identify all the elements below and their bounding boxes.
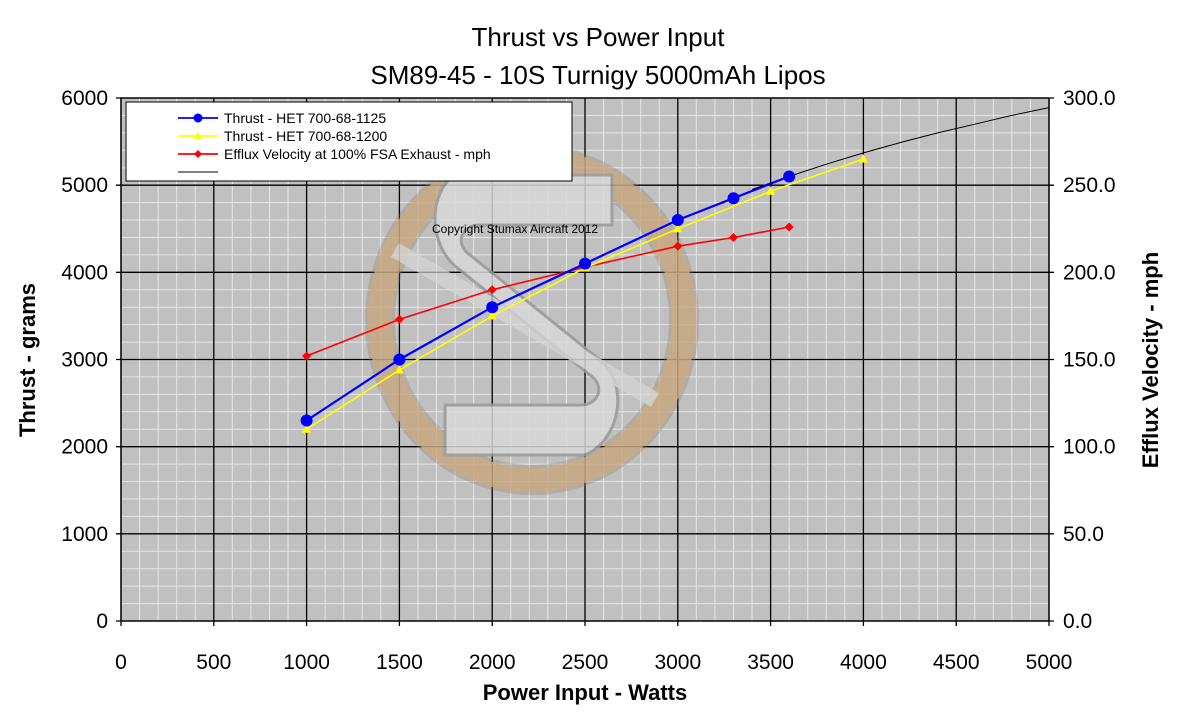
chart-title: Thrust vs Power Input bbox=[472, 22, 726, 52]
series-1-point bbox=[783, 170, 796, 183]
legend: Thrust - HET 700-68-1125 Thrust - HET 700… bbox=[125, 101, 573, 182]
y2-axis-title: Efflux Velocity - mph bbox=[1138, 252, 1163, 468]
x-tick-label: 3000 bbox=[654, 651, 701, 674]
x-tick-label: 1500 bbox=[376, 651, 423, 674]
series-1-point bbox=[579, 257, 591, 270]
x-tick-label: 500 bbox=[196, 651, 231, 674]
chart-subtitle: SM89-45 - 10S Turnigy 5000mAh Lipos bbox=[370, 60, 825, 90]
axis-tick-labels: 0 500 1000 1500 2000 2500 3000 3500 4000 4500 5000… bbox=[61, 87, 1115, 674]
legend-label: Thrust - HET 700-68-1125 bbox=[224, 110, 386, 126]
y-tick-label: 0 bbox=[96, 610, 108, 633]
x-tick-label: 4500 bbox=[933, 651, 980, 674]
series-1-point bbox=[727, 192, 740, 205]
y-tick-label: 6000 bbox=[61, 87, 108, 110]
x-tick-label: 1000 bbox=[283, 651, 330, 674]
series-1-point bbox=[393, 353, 406, 366]
x-tick-label: 0 bbox=[115, 651, 127, 674]
y-tick-label: 5000 bbox=[61, 174, 108, 197]
series-2-point bbox=[487, 310, 497, 320]
series-2-point bbox=[302, 424, 312, 433]
x-tick-label: 5000 bbox=[1026, 651, 1073, 674]
x-tick-label: 3500 bbox=[747, 651, 794, 674]
watermark-bar bbox=[391, 243, 659, 407]
y-tick-label: 2000 bbox=[61, 436, 108, 459]
plot-border bbox=[120, 97, 1050, 622]
legend-label: Thrust - HET 700-68-1200 bbox=[224, 128, 387, 144]
y-tick-label: 4000 bbox=[61, 261, 108, 284]
y2-tick-label: 250.0 bbox=[1063, 174, 1116, 197]
y2-tick-label: 200.0 bbox=[1063, 261, 1116, 284]
legend-marker bbox=[194, 150, 202, 158]
y-tick-label: 1000 bbox=[61, 523, 108, 546]
series-3-point bbox=[784, 222, 794, 232]
legend-marker bbox=[194, 131, 202, 139]
legend-label: Efflux Velocity at 100% FSA Exhaust - mp… bbox=[224, 146, 491, 162]
series-2-point bbox=[394, 364, 404, 374]
series-3-point bbox=[302, 351, 312, 361]
series-3-point bbox=[487, 285, 497, 295]
watermark-s-shape bbox=[433, 173, 620, 457]
x-tick-label: 2000 bbox=[469, 651, 516, 674]
y2-tick-label: 150.0 bbox=[1063, 349, 1116, 372]
copyright-annotation: Copyright Stumax Aircraft 2012 bbox=[432, 222, 598, 236]
series-layer bbox=[300, 107, 1050, 433]
x-tick-label: 4000 bbox=[840, 651, 887, 674]
series-1-point bbox=[671, 214, 684, 227]
y-axis-title: Thrust - grams bbox=[15, 283, 40, 437]
legend-marker bbox=[193, 113, 203, 123]
y-tick-label: 3000 bbox=[61, 349, 108, 372]
y2-tick-label: 0.0 bbox=[1063, 610, 1092, 633]
series-3-point bbox=[728, 232, 738, 242]
series-2-point bbox=[673, 223, 683, 233]
series-3-point bbox=[394, 314, 404, 324]
x-axis-title: Power Input - Watts bbox=[483, 680, 688, 705]
y2-tick-label: 300.0 bbox=[1063, 87, 1116, 110]
y2-tick-label: 100.0 bbox=[1063, 436, 1116, 459]
x-tick-label: 2500 bbox=[562, 651, 609, 674]
y2-tick-label: 50.0 bbox=[1063, 523, 1104, 546]
series-4-line bbox=[751, 107, 1050, 190]
series-3-point bbox=[673, 241, 683, 251]
series-2-point bbox=[858, 154, 868, 163]
series-2-point bbox=[766, 186, 776, 195]
series-1-point bbox=[300, 414, 313, 427]
series-1-point bbox=[486, 301, 499, 314]
